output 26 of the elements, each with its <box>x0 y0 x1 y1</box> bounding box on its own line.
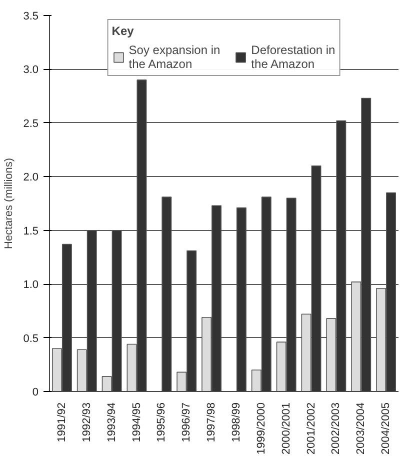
y-tick-label: 2.5 <box>23 118 39 130</box>
y-tick-label: 2.0 <box>23 172 39 184</box>
x-tick-label: 1996/97 <box>180 402 193 442</box>
y-axis-title: Hectares (millions) <box>3 158 16 250</box>
legend-label: Soy expansion in the Amazon <box>128 43 220 71</box>
x-tick-label: 1992/93 <box>80 402 93 442</box>
y-tick-label: 0.5 <box>23 332 39 345</box>
x-tick-label: 1991/92 <box>56 402 68 442</box>
y-tick-label: 1.0 <box>23 279 39 292</box>
x-tick-label: 1995/96 <box>156 402 168 442</box>
x-tick-label: 2003/2004 <box>355 402 368 454</box>
x-tick-label: 2004/2005 <box>380 402 392 454</box>
y-tick-label: 0 <box>32 386 39 398</box>
x-tick-label: 2002/2003 <box>330 402 342 454</box>
x-tick-label: 1999/2000 <box>255 402 268 454</box>
y-tick-label: 3.0 <box>23 64 39 76</box>
x-tick-label: 1993/94 <box>106 402 118 442</box>
y-tick-label: 3.5 <box>23 10 39 22</box>
x-tick-label: 1998/99 <box>230 402 242 442</box>
legend-title: Key <box>112 24 135 38</box>
x-tick-label: 1994/95 <box>130 402 143 442</box>
x-tick-label: 2000/2001 <box>280 402 292 454</box>
x-tick-label: 1997/98 <box>206 402 218 442</box>
x-tick-label: 2001/2002 <box>305 402 318 454</box>
y-tick-label: 1.5 <box>23 225 39 238</box>
legend-label: Deforestation in the Amazon <box>251 43 336 71</box>
